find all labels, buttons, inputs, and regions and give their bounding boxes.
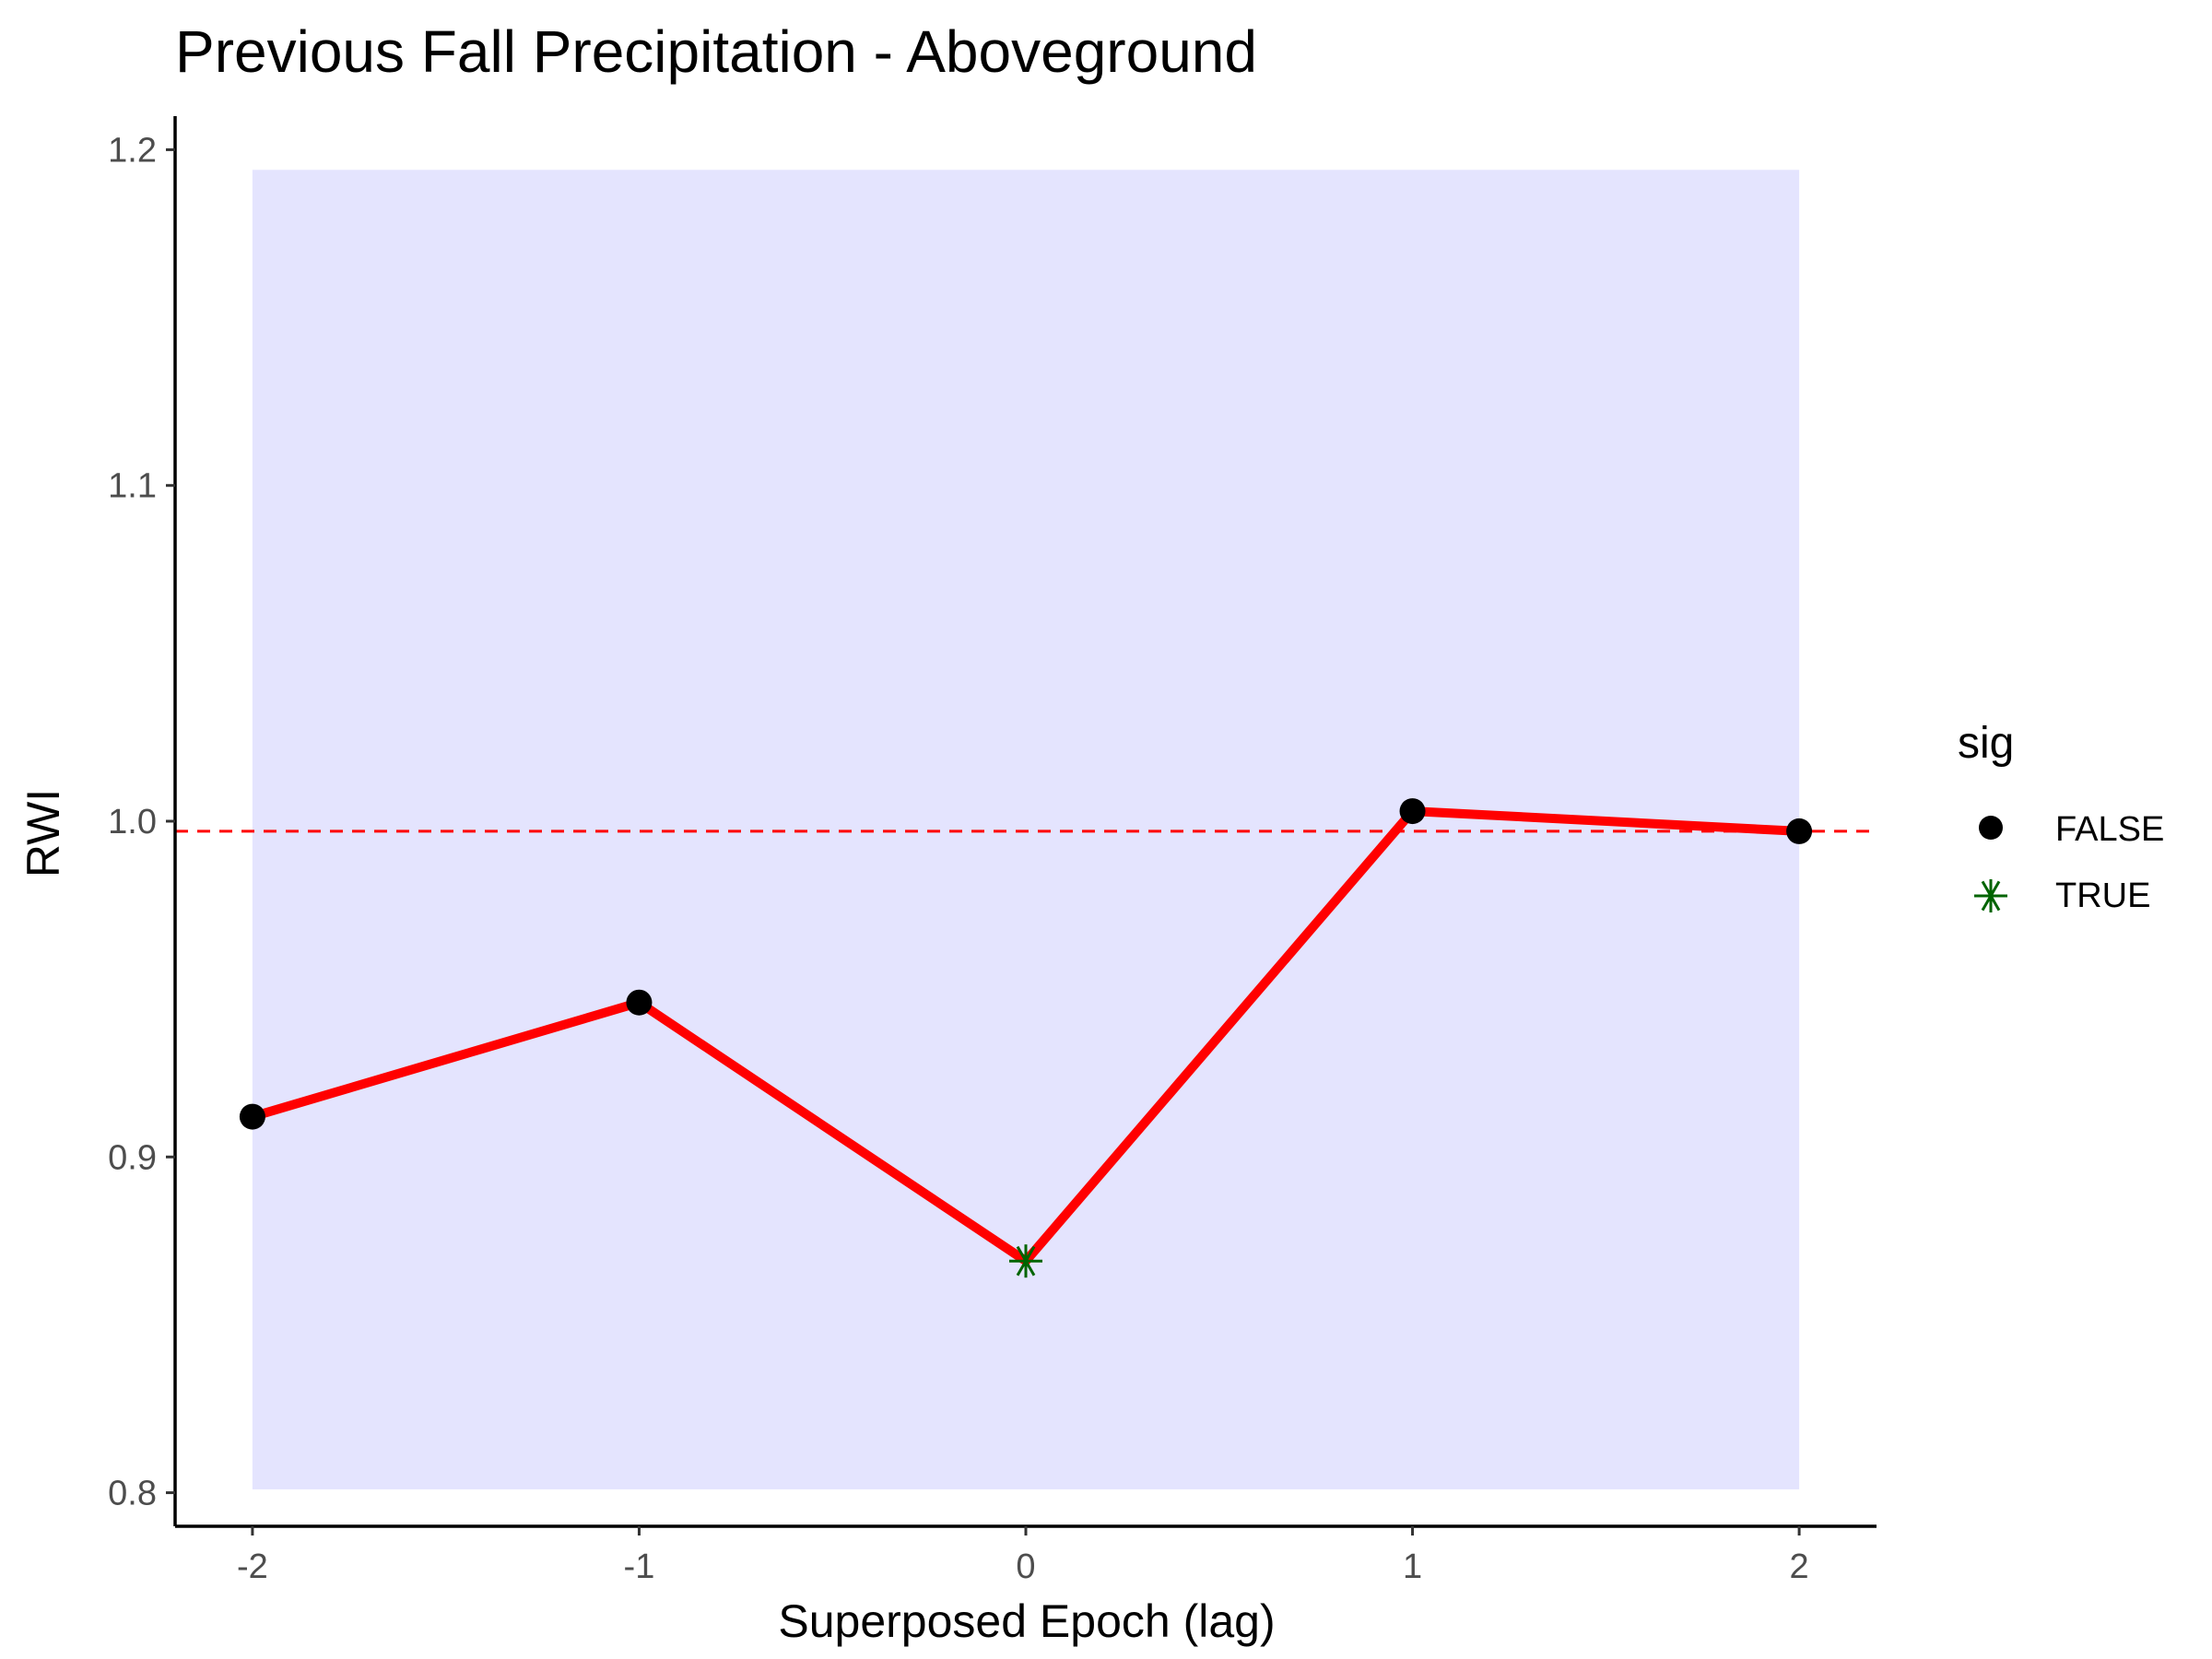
y-tick-label: 1.0 <box>108 803 157 841</box>
confidence-band <box>252 170 1800 1489</box>
x-tick-label: 2 <box>1790 1547 1809 1586</box>
legend-key-true <box>1974 879 2007 912</box>
data-point-false <box>1786 818 1813 844</box>
legend-label-false: FALSE <box>2055 810 2164 849</box>
data-point-true <box>1009 1244 1042 1278</box>
legend-label-true: TRUE <box>2055 877 2150 915</box>
x-tick-label: -2 <box>237 1547 268 1586</box>
y-tick-label: 0.8 <box>108 1475 157 1513</box>
legend: sig FALSE TRUE <box>1958 719 2164 915</box>
legend-key-false <box>1979 816 2003 840</box>
y-tick-label: 1.2 <box>108 131 157 170</box>
chart-title: Previous Fall Precipitation - Abovegroun… <box>175 18 1257 85</box>
y-tick-label: 0.9 <box>108 1138 157 1177</box>
y-axis-title: RWI <box>18 789 69 877</box>
data-point-false <box>1399 798 1426 825</box>
plot-area: 0.8 0.9 1.0 1.1 1.2 -2 -1 0 1 2 <box>108 116 1877 1586</box>
data-point-false <box>626 989 653 1016</box>
x-tick-label: -1 <box>624 1547 655 1586</box>
data-point-false <box>239 1103 265 1130</box>
x-tick-label: 0 <box>1016 1547 1035 1586</box>
legend-title: sig <box>1958 719 2014 768</box>
x-axis-title: Superposed Epoch (lag) <box>778 1595 1275 1647</box>
y-tick-label: 1.1 <box>108 467 157 506</box>
x-tick-label: 1 <box>1403 1547 1422 1586</box>
